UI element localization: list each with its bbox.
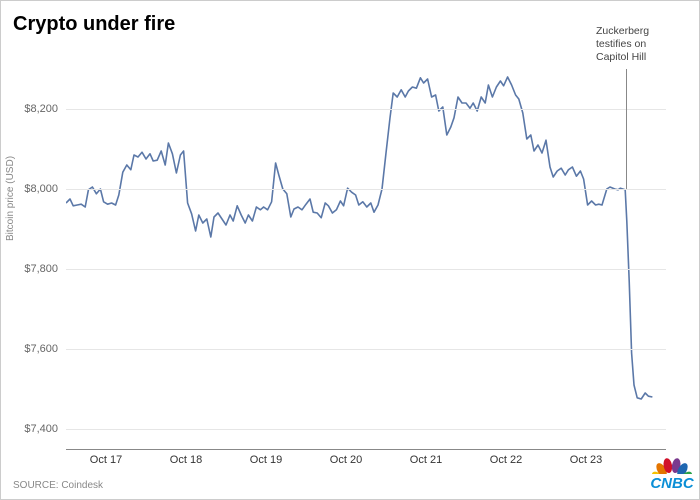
- x-axis-line: [66, 449, 666, 450]
- x-tick-label: Oct 18: [170, 454, 202, 466]
- annotation-text: Zuckerbergtestifies onCapitol Hill: [596, 25, 649, 64]
- x-tick-label: Oct 22: [490, 454, 522, 466]
- y-tick-label: $7,600: [8, 343, 58, 355]
- chart-title: Crypto under fire: [13, 13, 175, 36]
- y-tick-label: $8,200: [8, 103, 58, 115]
- y-tick-label: $8,000: [8, 183, 58, 195]
- gridline: [66, 349, 666, 350]
- x-tick-label: Oct 21: [410, 454, 442, 466]
- chart-container: Crypto under fire Bitcoin price (USD) $7…: [0, 0, 700, 500]
- gridline: [66, 429, 666, 430]
- y-axis-title: Bitcoin price (USD): [5, 156, 16, 241]
- x-tick-label: Oct 17: [90, 454, 122, 466]
- gridline: [66, 109, 666, 110]
- y-tick-label: $7,400: [8, 423, 58, 435]
- price-line: [66, 77, 652, 399]
- x-tick-label: Oct 19: [250, 454, 282, 466]
- source-label: SOURCE: Coindesk: [13, 480, 103, 491]
- x-tick-label: Oct 20: [330, 454, 362, 466]
- annotation-leader-line: [626, 69, 627, 189]
- y-tick-label: $7,800: [8, 263, 58, 275]
- cnbc-logo: CNBC: [645, 454, 699, 497]
- gridline: [66, 189, 666, 190]
- gridline: [66, 269, 666, 270]
- chart-plot-area: $7,400$7,600$7,800$8,000$8,200Oct 17Oct …: [66, 49, 666, 449]
- x-tick-label: Oct 23: [570, 454, 602, 466]
- svg-text:CNBC: CNBC: [650, 475, 694, 492]
